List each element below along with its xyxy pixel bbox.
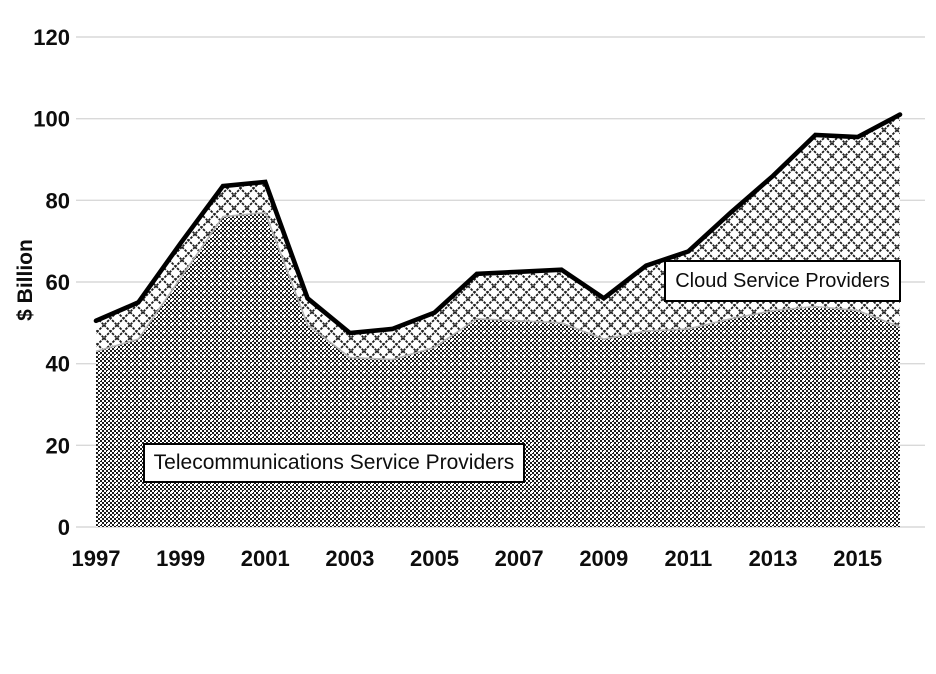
x-tick-label: 2013 <box>749 546 798 571</box>
y-axis-title: $ Billion <box>14 239 37 321</box>
y-tick-label: 100 <box>33 107 70 132</box>
total-line <box>93 112 903 336</box>
x-tick-label: 2009 <box>579 546 628 571</box>
x-tick-label: 2001 <box>241 546 290 571</box>
y-tick-label: 120 <box>33 25 70 50</box>
x-tick-label: 1999 <box>156 546 205 571</box>
x-tick-label: 2011 <box>665 546 713 571</box>
series-label-cloud-box: Cloud Service Providers <box>664 260 901 302</box>
series-label-telecom: Telecommunications Service Providers <box>153 451 515 474</box>
x-tick-label: 2005 <box>410 546 459 571</box>
telecom-boundary-line <box>95 211 901 361</box>
y-tick-label: 80 <box>46 188 70 213</box>
y-tick-label: 40 <box>46 352 70 377</box>
x-tick-label: 2003 <box>325 546 374 571</box>
series-label-telecom-box: Telecommunications Service Providers <box>143 443 525 483</box>
axis-labels: 0 20 40 60 80 100 120 1997 1999 2001 2003 2005 2007 2… <box>33 25 882 571</box>
y-tick-label: 20 <box>46 433 70 458</box>
y-tick-label: 60 <box>46 270 70 295</box>
y-tick-label: 0 <box>58 515 70 540</box>
x-tick-label: 2007 <box>495 546 544 571</box>
x-tick-label: 2015 <box>833 546 882 571</box>
series-label-cloud: Cloud Service Providers <box>675 269 890 292</box>
x-tick-label: 1997 <box>72 546 121 571</box>
